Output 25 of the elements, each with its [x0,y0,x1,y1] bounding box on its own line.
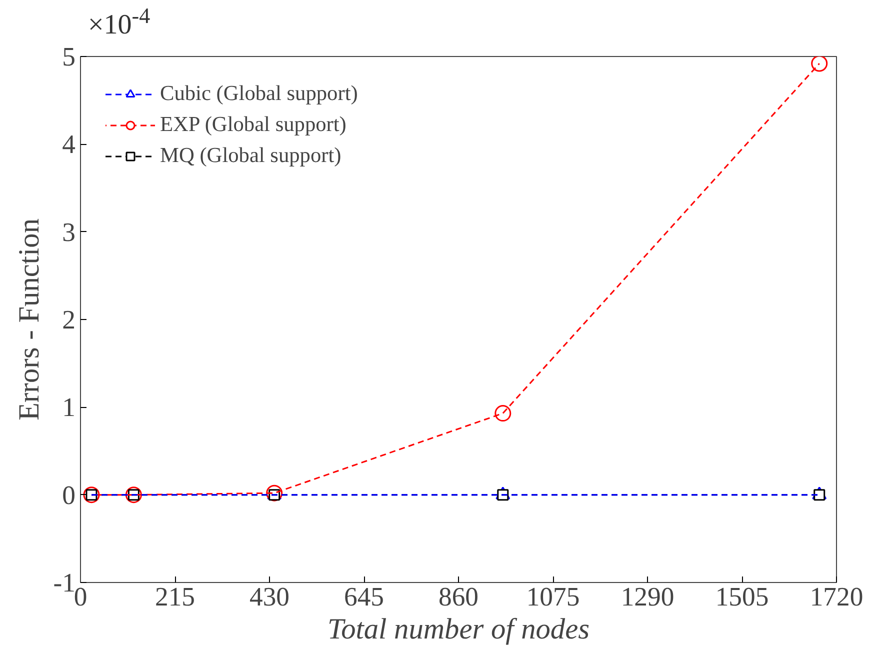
x-tick-label: 1505 [715,582,769,612]
y-axis-title: Errors - Function [13,218,46,420]
legend-label: Cubic (Global support) [160,81,358,106]
x-tick-label: 860 [438,582,478,612]
x-axis-title: Total number of nodes [327,614,590,646]
legend-label: MQ (Global support) [160,143,342,168]
y-tick-label: -1 [53,568,76,598]
x-tick-label: 1720 [810,582,864,612]
x-tick-label: 645 [344,582,384,612]
point [497,489,509,501]
point [814,489,826,501]
x-tick-label: 1290 [620,582,674,612]
point [811,56,828,72]
y-tick-label: 5 [62,42,76,72]
legend-label: EXP (Global support) [160,112,346,137]
x-tick-label: 1075 [526,582,580,612]
point [494,405,512,422]
y-tick-label: 3 [62,216,76,247]
y-tick-label: 2 [62,304,76,334]
y-tick-label: 0 [62,480,76,510]
y-tick-label: 1 [62,392,76,422]
y-tick-label: 4 [62,129,76,160]
text: ×10$^{-4}$ [88,3,150,40]
x-tick-label: 430 [250,582,290,612]
x-tick-label: 215 [155,582,195,612]
